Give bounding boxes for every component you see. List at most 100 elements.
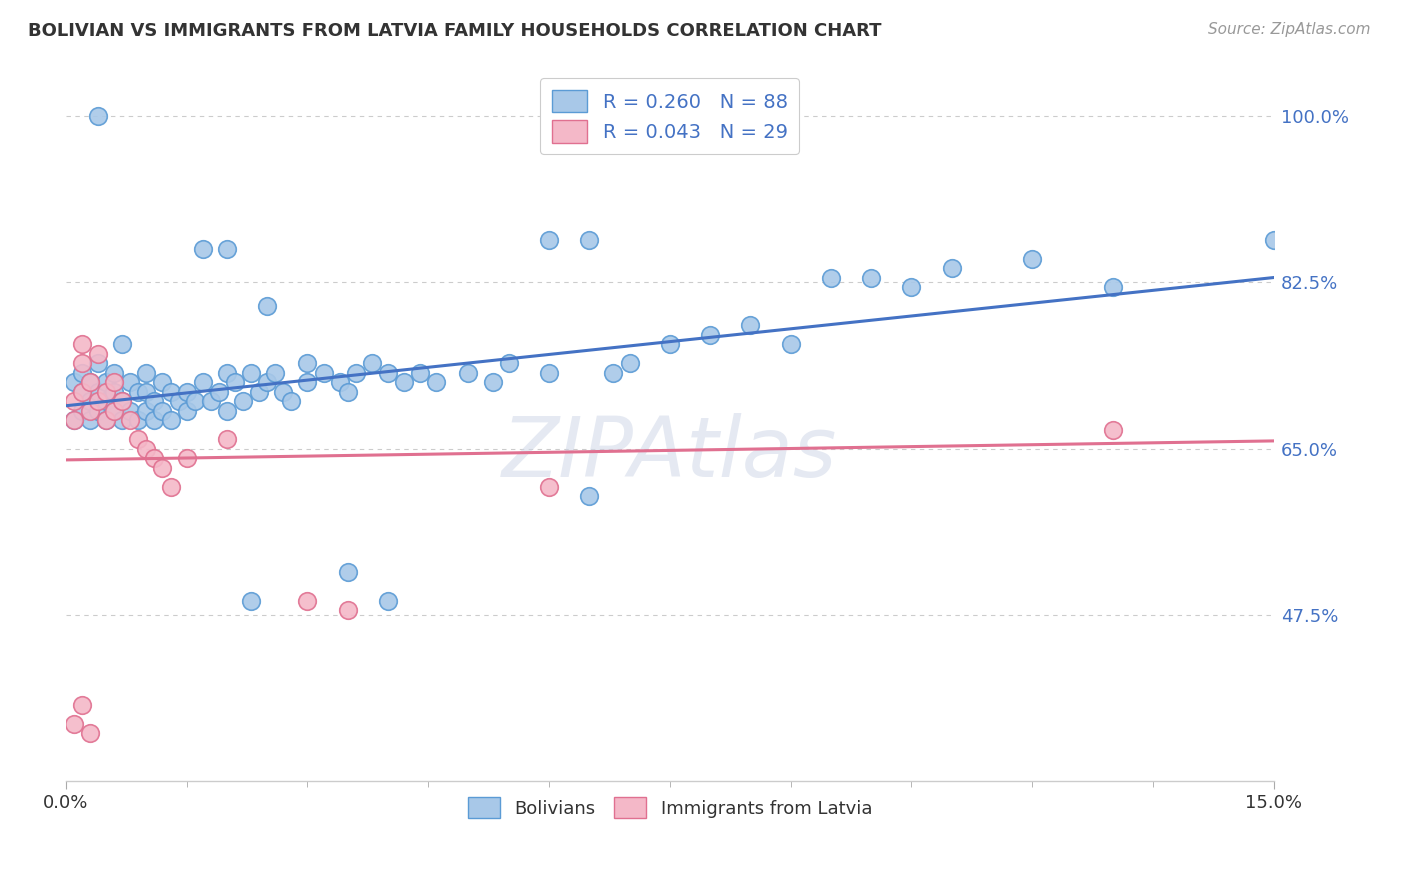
Point xyxy=(70,384,93,399)
Point xyxy=(619,356,641,370)
Point xyxy=(224,375,246,389)
Point xyxy=(240,593,263,607)
Point xyxy=(247,384,270,399)
Point xyxy=(94,384,117,399)
Point xyxy=(103,366,125,380)
Point xyxy=(336,384,359,399)
Point xyxy=(297,375,319,389)
Point xyxy=(70,337,93,351)
Point xyxy=(103,384,125,399)
Point xyxy=(63,413,86,427)
Point xyxy=(176,403,198,417)
Point xyxy=(87,384,110,399)
Point xyxy=(87,394,110,409)
Point xyxy=(1101,280,1123,294)
Point xyxy=(232,394,254,409)
Point xyxy=(336,565,359,579)
Point xyxy=(215,403,238,417)
Point xyxy=(70,366,93,380)
Point xyxy=(360,356,382,370)
Point xyxy=(70,403,93,417)
Point xyxy=(498,356,520,370)
Point xyxy=(658,337,681,351)
Point xyxy=(167,394,190,409)
Point xyxy=(87,346,110,360)
Point xyxy=(152,375,174,389)
Point xyxy=(457,366,479,380)
Point xyxy=(481,375,503,389)
Point xyxy=(280,394,302,409)
Point xyxy=(537,366,560,380)
Point xyxy=(70,698,93,712)
Point xyxy=(143,394,166,409)
Point xyxy=(941,260,963,275)
Text: BOLIVIAN VS IMMIGRANTS FROM LATVIA FAMILY HOUSEHOLDS CORRELATION CHART: BOLIVIAN VS IMMIGRANTS FROM LATVIA FAMIL… xyxy=(28,22,882,40)
Point xyxy=(111,413,134,427)
Point xyxy=(860,270,883,285)
Point xyxy=(256,299,278,313)
Point xyxy=(63,717,86,731)
Point xyxy=(215,242,238,256)
Point xyxy=(143,450,166,465)
Point xyxy=(336,603,359,617)
Point xyxy=(79,726,101,740)
Point xyxy=(409,366,432,380)
Point xyxy=(740,318,762,332)
Point xyxy=(271,384,294,399)
Point xyxy=(127,413,149,427)
Point xyxy=(63,413,86,427)
Point xyxy=(578,489,600,503)
Point xyxy=(94,394,117,409)
Point xyxy=(120,403,142,417)
Point xyxy=(79,403,101,417)
Point xyxy=(312,366,335,380)
Point xyxy=(820,270,842,285)
Point xyxy=(135,403,157,417)
Point xyxy=(1101,423,1123,437)
Point xyxy=(103,403,125,417)
Point xyxy=(103,403,125,417)
Point xyxy=(1021,252,1043,266)
Point xyxy=(63,375,86,389)
Point xyxy=(200,394,222,409)
Point xyxy=(127,432,149,446)
Point xyxy=(240,366,263,380)
Point xyxy=(191,375,214,389)
Point xyxy=(537,479,560,493)
Point xyxy=(103,375,125,389)
Point xyxy=(111,394,134,409)
Point xyxy=(537,233,560,247)
Point xyxy=(377,366,399,380)
Point xyxy=(176,384,198,399)
Point xyxy=(578,233,600,247)
Point xyxy=(191,242,214,256)
Point xyxy=(152,403,174,417)
Point xyxy=(79,413,101,427)
Point xyxy=(135,384,157,399)
Point xyxy=(159,479,181,493)
Point xyxy=(159,384,181,399)
Point xyxy=(183,394,205,409)
Point xyxy=(94,413,117,427)
Point xyxy=(135,442,157,456)
Point xyxy=(87,109,110,123)
Point xyxy=(392,375,415,389)
Point xyxy=(176,450,198,465)
Point xyxy=(256,375,278,389)
Point xyxy=(94,375,117,389)
Point xyxy=(377,593,399,607)
Point xyxy=(79,375,101,389)
Point xyxy=(111,337,134,351)
Point xyxy=(70,384,93,399)
Point xyxy=(215,432,238,446)
Point xyxy=(699,327,721,342)
Point xyxy=(159,413,181,427)
Point xyxy=(79,375,101,389)
Point xyxy=(152,460,174,475)
Point xyxy=(70,356,93,370)
Point xyxy=(87,356,110,370)
Point xyxy=(779,337,801,351)
Point xyxy=(63,394,86,409)
Point xyxy=(1263,233,1285,247)
Point xyxy=(297,593,319,607)
